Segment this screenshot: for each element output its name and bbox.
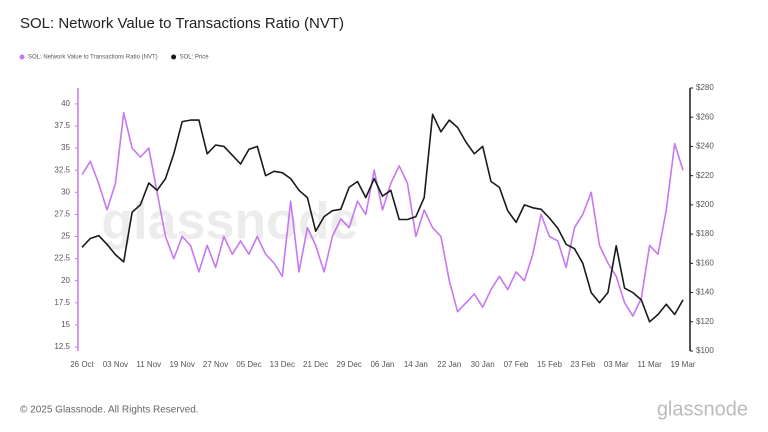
y2-tick-label: $180 xyxy=(696,229,714,238)
x-tick-label: 11 Mar xyxy=(637,360,662,369)
y2-tick-label: $260 xyxy=(696,112,714,121)
x-tick-label: 06 Jan xyxy=(370,360,394,369)
y2-tick-label: $220 xyxy=(696,171,714,180)
legend-label: SOL: Price xyxy=(180,55,210,61)
x-tick-label: 19 Mar xyxy=(671,360,696,369)
x-tick-label: 03 Mar xyxy=(604,360,629,369)
x-tick-label: 13 Dec xyxy=(270,360,295,369)
x-tick-label: 19 Nov xyxy=(169,360,194,369)
x-tick-label: 11 Nov xyxy=(136,360,161,369)
y-tick-label: 35 xyxy=(61,143,70,152)
legend-marker xyxy=(19,54,25,60)
y-tick-label: 12.5 xyxy=(54,342,70,351)
watermark: glassnode xyxy=(101,193,358,251)
x-tick-label: 29 Dec xyxy=(336,360,361,369)
series-line xyxy=(81,113,684,323)
y-tick-label: 27.5 xyxy=(54,210,70,219)
y-tick-label: 17.5 xyxy=(54,298,70,307)
y2-tick-label: $120 xyxy=(696,317,714,326)
logo: glassnode xyxy=(657,398,748,420)
x-tick-label: 23 Feb xyxy=(570,360,595,369)
x-tick-label: 26 Oct xyxy=(70,360,94,369)
y-tick-label: 15 xyxy=(61,320,70,329)
y-tick-label: 32.5 xyxy=(54,165,70,174)
y2-tick-label: $140 xyxy=(696,288,714,297)
y2-tick-label: $240 xyxy=(696,142,714,151)
chart-title: SOL: Network Value to Transactions Ratio… xyxy=(20,15,344,32)
x-tick-label: 30 Jan xyxy=(471,360,495,369)
x-tick-label: 21 Dec xyxy=(303,360,328,369)
series-line xyxy=(81,112,684,317)
y2-tick-label: $200 xyxy=(696,200,714,209)
x-tick-label: 14 Jan xyxy=(404,360,428,369)
y-tick-label: 30 xyxy=(61,187,70,196)
y-tick-label: 22.5 xyxy=(54,254,70,263)
legend-marker xyxy=(171,54,177,60)
y2-tick-label: $160 xyxy=(696,258,714,267)
y-tick-label: 40 xyxy=(61,99,70,108)
y-tick-label: 20 xyxy=(61,276,70,285)
x-tick-label: 22 Jan xyxy=(437,360,461,369)
x-tick-label: 03 Nov xyxy=(103,360,128,369)
x-tick-label: 15 Feb xyxy=(537,360,562,369)
y2-tick-label: $100 xyxy=(696,346,714,355)
x-tick-label: 27 Nov xyxy=(203,360,228,369)
y2-tick-label: $280 xyxy=(696,83,714,92)
legend-label: SOL: Network Value to Transactions Ratio… xyxy=(28,55,158,61)
y-tick-label: 25 xyxy=(61,232,70,241)
y-tick-label: 37.5 xyxy=(54,121,70,130)
x-tick-label: 07 Feb xyxy=(504,360,529,369)
copyright: © 2025 Glassnode. All Rights Reserved. xyxy=(20,405,199,416)
x-tick-label: 05 Dec xyxy=(236,360,261,369)
